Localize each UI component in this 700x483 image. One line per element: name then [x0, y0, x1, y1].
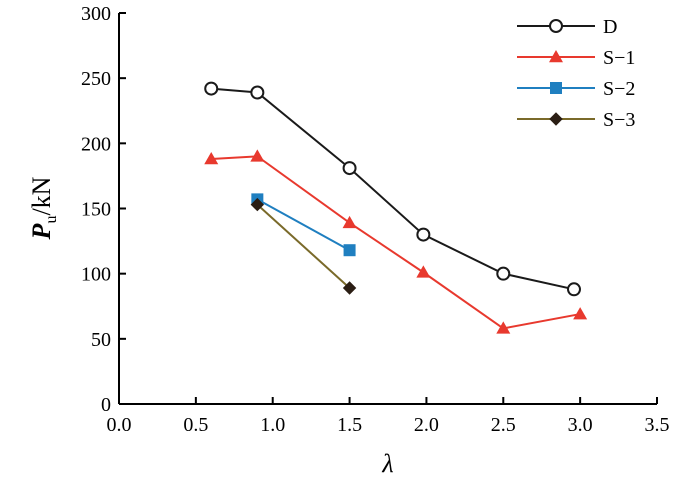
data-point-marker: [566, 282, 581, 297]
data-point-marker: [416, 227, 431, 242]
legend-item: S−3: [517, 109, 635, 131]
legend-item: S−2: [517, 78, 635, 100]
series-line: [256, 198, 351, 252]
data-point-marker: [250, 85, 265, 100]
legend-label: S−3: [603, 109, 635, 131]
series-layer: [204, 81, 588, 334]
y-axis-title-subscript: u: [43, 216, 60, 224]
data-point-marker: [496, 266, 511, 281]
y-tick-label: 0: [101, 394, 111, 416]
x-tick-label: 0.0: [107, 414, 132, 436]
data-point-marker: [204, 151, 219, 165]
data-point-marker: [416, 265, 431, 278]
y-tick-label: 50: [91, 329, 111, 351]
y-tick-label: 300: [81, 3, 111, 25]
x-tick-label: 3.0: [568, 414, 593, 436]
data-point-marker: [250, 149, 265, 162]
plot-frame: [118, 13, 657, 405]
data-point-marker: [496, 321, 511, 334]
data-point-marker: [342, 161, 357, 176]
series-line: [211, 87, 575, 291]
series-line: [256, 203, 351, 289]
x-tick-label: 0.5: [183, 414, 208, 436]
data-point-marker: [549, 19, 563, 33]
y-axis-title: Pu/kN: [27, 176, 60, 240]
legend-label: S−1: [603, 47, 635, 69]
data-point-marker: [343, 244, 356, 257]
series-line: [211, 155, 581, 330]
data-point-marker: [204, 81, 219, 96]
data-point-marker: [549, 50, 563, 63]
data-point-marker: [550, 82, 562, 94]
x-tick-label: 1.0: [260, 414, 285, 436]
legend-label: D: [603, 16, 617, 38]
data-point-marker: [549, 112, 563, 126]
legend-item: S−1: [517, 47, 635, 69]
legend-item: D: [517, 16, 617, 38]
x-tick-label: 1.5: [337, 414, 362, 436]
data-point-marker: [573, 307, 588, 320]
y-tick-label: 150: [81, 199, 111, 221]
x-axis-title: λ: [381, 449, 393, 478]
y-axis-title-symbol: P: [27, 222, 56, 240]
y-tick-label: 100: [81, 264, 111, 286]
series-s-1: [204, 149, 588, 334]
y-tick-label: 200: [81, 133, 111, 155]
data-point-marker: [342, 215, 357, 229]
y-axis-title-unit: /kN: [27, 176, 56, 215]
x-tick-label: 3.5: [645, 414, 670, 436]
legend: D S−1 S−2 S−3: [517, 16, 635, 131]
data-point-marker: [250, 197, 265, 212]
x-tick-label: 2.5: [491, 414, 516, 436]
y-tick-label: 250: [81, 68, 111, 90]
series-s-3: [250, 197, 357, 295]
legend-label: S−2: [603, 78, 635, 100]
y-ticks: 0 50 100 150 200 250 300: [81, 3, 126, 416]
x-ticks: 0.0 0.5 1.0 1.5 2.0 2.5 3.0 3.5: [107, 397, 670, 436]
data-point-marker: [342, 281, 357, 295]
x-tick-label: 2.0: [414, 414, 439, 436]
series-d: [204, 81, 581, 297]
